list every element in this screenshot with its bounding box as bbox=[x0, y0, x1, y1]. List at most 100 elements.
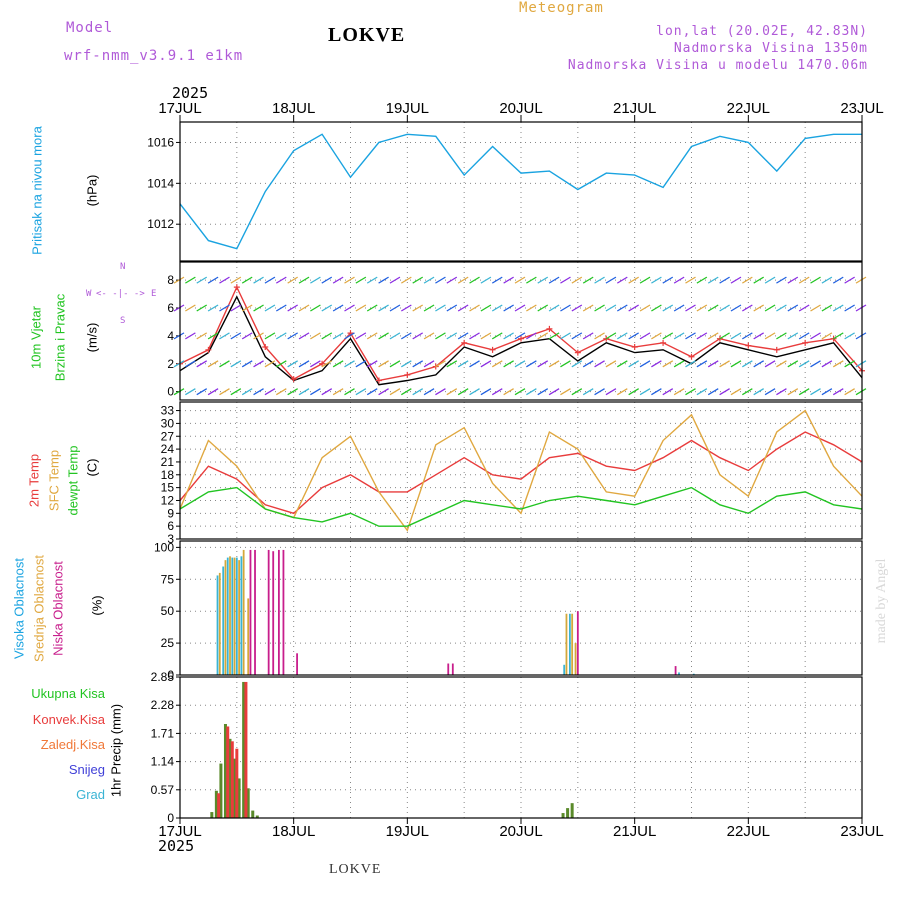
gust-marker bbox=[461, 339, 468, 346]
wind-arrow bbox=[605, 332, 617, 340]
wind-arrow bbox=[730, 332, 742, 340]
bar-konvek-kisa bbox=[235, 748, 239, 818]
wind-arrow bbox=[730, 276, 742, 284]
wind-arrow bbox=[344, 332, 355, 340]
bar-srednja-oblacnost bbox=[571, 613, 574, 675]
bar-ukupna-kisa bbox=[233, 758, 237, 818]
series-line-gust bbox=[179, 285, 863, 382]
wind-arrow bbox=[844, 304, 855, 312]
wind-arrow bbox=[821, 332, 833, 340]
y-tick-label: 25 bbox=[161, 636, 175, 650]
wind-arrow bbox=[275, 304, 287, 312]
wind-arrow bbox=[628, 276, 640, 284]
y-tick-label: 1012 bbox=[147, 217, 174, 231]
time-tick-label-top: 17JUL bbox=[158, 100, 201, 117]
bar-visoka-oblacnost bbox=[568, 613, 571, 675]
wind-arrow bbox=[855, 388, 867, 396]
bar-niska-oblacnost bbox=[451, 663, 454, 675]
wind-arrow bbox=[207, 276, 219, 284]
wind-arrow bbox=[480, 388, 492, 396]
wind-arrow bbox=[480, 276, 492, 284]
elevation-label: Nadmorska Visina 1350m bbox=[673, 41, 868, 56]
time-tick-label-bottom: 18JUL bbox=[272, 823, 315, 840]
wind-arrow bbox=[423, 360, 435, 368]
wind-arrow bbox=[798, 332, 810, 340]
y-tick-label: 6 bbox=[167, 301, 174, 315]
bar-visoka-oblacnost bbox=[563, 664, 566, 675]
wind-arrow bbox=[639, 388, 651, 396]
wind-arrow bbox=[707, 360, 719, 368]
y-tick-label: 15 bbox=[161, 481, 175, 495]
compass-s-label: S bbox=[120, 316, 126, 326]
y-tick-label: 50 bbox=[161, 604, 175, 618]
wind-arrow bbox=[503, 304, 514, 312]
bar-niska-oblacnost bbox=[282, 549, 285, 675]
model-name: wrf-nmm_v3.9.1 e1km bbox=[64, 48, 244, 64]
wind-arrow bbox=[855, 304, 867, 312]
wind-arrow bbox=[753, 388, 765, 396]
wind-arrow bbox=[651, 360, 662, 368]
bar-srednja-oblacnost bbox=[238, 560, 241, 675]
wind-arrow bbox=[412, 276, 424, 284]
wind-arrow bbox=[344, 304, 355, 312]
gust-marker bbox=[802, 339, 809, 346]
wind-arrow bbox=[628, 388, 640, 396]
wind-arrow bbox=[571, 388, 583, 396]
bar-ukupna-kisa bbox=[566, 808, 570, 818]
wind-arrow bbox=[571, 360, 583, 368]
wind-arrow bbox=[844, 332, 855, 340]
bar-niska-oblacnost bbox=[277, 549, 280, 675]
bar-visoka-oblacnost bbox=[216, 575, 219, 675]
wind-arrow bbox=[662, 360, 674, 368]
wind-arrow bbox=[400, 304, 412, 312]
wind-arrow bbox=[230, 388, 242, 396]
wind-arrow bbox=[480, 332, 492, 340]
wind-arrow bbox=[582, 332, 594, 340]
wind-arrow bbox=[457, 388, 469, 396]
wind-arrow bbox=[741, 276, 753, 284]
wind-arrow bbox=[832, 388, 844, 396]
wind-arrow bbox=[287, 332, 299, 340]
bar-ukupna-kisa bbox=[242, 681, 246, 818]
wind-arrow bbox=[582, 388, 594, 396]
bar-srednja-oblacnost bbox=[218, 572, 221, 675]
wind-arrow bbox=[616, 388, 628, 396]
wind-arrow bbox=[810, 304, 821, 312]
wind-arrow bbox=[400, 360, 412, 368]
wind-arrow bbox=[287, 360, 299, 368]
wind-arrow bbox=[469, 276, 480, 284]
y-tick-label: 27 bbox=[161, 429, 175, 443]
wind-arrow bbox=[310, 388, 321, 396]
bar-ukupna-kisa bbox=[246, 788, 250, 818]
wind-arrow bbox=[560, 332, 571, 340]
wind-arrow bbox=[264, 332, 276, 340]
wind-arrow bbox=[526, 276, 537, 284]
wind-arrow bbox=[514, 304, 526, 312]
wind-arrow bbox=[594, 276, 605, 284]
wind-arrow bbox=[537, 360, 549, 368]
wind-arrow bbox=[241, 304, 253, 312]
wind-arrow bbox=[344, 388, 355, 396]
bar-konvek-kisa bbox=[244, 681, 248, 818]
wind-arrow bbox=[503, 388, 514, 396]
wind-arrow bbox=[707, 388, 719, 396]
wind-arrow bbox=[446, 276, 458, 284]
wind-arrow bbox=[491, 304, 503, 312]
gust-marker bbox=[773, 346, 780, 353]
time-tick-label-bottom: 17JUL bbox=[158, 823, 201, 840]
wind-arrow bbox=[560, 276, 571, 284]
bar-ukupna-kisa bbox=[561, 813, 565, 818]
wind-arrow bbox=[435, 276, 446, 284]
time-tick-label-bottom: 22JUL bbox=[727, 823, 770, 840]
bar-srednja-oblacnost bbox=[229, 556, 231, 675]
wind-arrow bbox=[378, 388, 389, 396]
wind-arrow bbox=[446, 388, 458, 396]
panel-frame bbox=[179, 401, 863, 540]
wind-arrow bbox=[719, 304, 730, 312]
wind-arrow bbox=[810, 332, 821, 340]
wind-arrow bbox=[378, 332, 389, 340]
wind-arrow bbox=[651, 304, 662, 312]
wind-arrow bbox=[173, 276, 185, 284]
wind-arrow bbox=[730, 304, 742, 312]
bar-ukupna-kisa bbox=[214, 790, 218, 818]
